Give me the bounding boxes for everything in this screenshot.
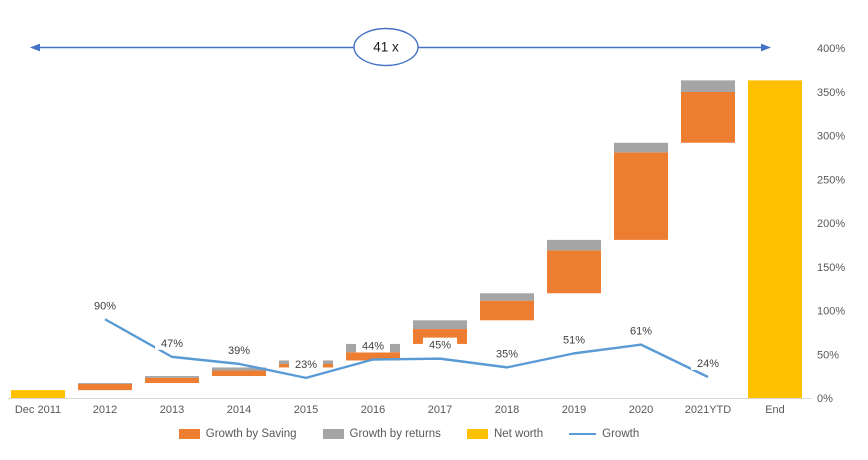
- y-tick-label: 100%: [817, 306, 845, 318]
- y-tick-label: 300%: [817, 131, 845, 143]
- growth-data-label: 45%: [429, 340, 451, 352]
- bar-saving-2019: [547, 250, 601, 294]
- y-axis-tick-labels: 0% 50% 100% 150% 200% 250% 300% 350% 400%: [817, 43, 845, 405]
- x-category-label: 2020: [629, 404, 653, 416]
- x-category-label: 2021YTD: [685, 404, 732, 416]
- legend: Growth by Saving Growth by returns Net w…: [0, 428, 818, 440]
- bar-saving-2020: [614, 152, 668, 240]
- x-category-label: 2014: [227, 404, 251, 416]
- y-tick-label: 350%: [817, 87, 845, 99]
- bar-returns-2013: [145, 376, 199, 378]
- y-tick-label: 200%: [817, 218, 845, 230]
- waterfall-bars-layer: [11, 80, 802, 398]
- growth-data-label-bg: [624, 323, 658, 338]
- legend-swatch-saving: [178, 429, 200, 439]
- legend-swatch-net-worth: [466, 429, 488, 439]
- bar-saving-2016: [346, 352, 400, 361]
- bar-returns-2021YTD: [681, 80, 735, 93]
- bar-net-worth-Dec 2011: [11, 390, 65, 398]
- annotation-label: 41 x: [373, 40, 399, 55]
- y-tick-label: 250%: [817, 174, 845, 186]
- growth-data-label-bg: [356, 338, 390, 353]
- x-category-label: 2012: [93, 404, 117, 416]
- bar-saving-2021YTD: [681, 92, 735, 143]
- legend-item-net-worth: Net worth: [466, 428, 544, 440]
- legend-label-growth: Growth: [602, 428, 640, 440]
- y-tick-label: 50%: [817, 349, 839, 361]
- bar-saving-2013: [145, 377, 199, 384]
- growth-data-label: 61%: [630, 326, 652, 338]
- bar-returns-2018: [480, 293, 534, 301]
- x-category-label: Dec 2011: [15, 404, 61, 416]
- growth-data-label: 39%: [228, 345, 250, 357]
- bar-net-worth-End: [748, 80, 802, 398]
- legend-label-saving: Growth by Saving: [205, 428, 297, 440]
- legend-item-growth-by-returns: Growth by returns: [322, 428, 441, 440]
- growth-data-label: 35%: [496, 348, 518, 360]
- growth-data-label: 51%: [563, 334, 585, 346]
- growth-data-label-bg: [88, 298, 122, 313]
- bar-returns-2020: [614, 142, 668, 153]
- bar-saving-2014: [212, 370, 266, 377]
- growth-data-label-bg: [289, 356, 323, 371]
- growth-data-label: 24%: [697, 358, 719, 370]
- x-category-label: 2017: [428, 404, 452, 416]
- growth-data-label-bg: [155, 335, 189, 350]
- arrow-right-head-icon: [761, 43, 771, 52]
- growth-line: [104, 318, 709, 380]
- y-tick-label: 150%: [817, 262, 845, 274]
- range-annotation: 41 x: [30, 27, 771, 67]
- legend-swatch-returns: [322, 429, 344, 439]
- growth-data-label: 23%: [295, 359, 317, 371]
- growth-data-label-bg: [423, 337, 457, 352]
- growth-line-layer: 90% 47% 39% 23% 44% 45% 35% 51% 61% 24%: [88, 298, 725, 380]
- x-axis-category-labels: Dec 2011 2012 2013 2014 2015 2016 2017 2018 2019…: [15, 404, 785, 416]
- bar-saving-2018: [480, 300, 534, 321]
- growth-data-label-bg: [222, 342, 256, 357]
- annotation-ellipse: [353, 27, 419, 67]
- growth-data-label: 47%: [161, 338, 183, 350]
- bar-returns-2019: [547, 239, 601, 251]
- y-tick-label: 0%: [817, 393, 833, 405]
- legend-label-returns: Growth by returns: [349, 428, 441, 440]
- x-category-label: 2015: [294, 404, 318, 416]
- growth-data-label-bg: [557, 332, 591, 347]
- legend-item-growth-by-saving: Growth by Saving: [178, 428, 297, 440]
- x-category-label: 2018: [495, 404, 519, 416]
- y-tick-label: 400%: [817, 43, 845, 55]
- arrow-left-head-icon: [30, 43, 40, 52]
- x-category-label: 2013: [160, 404, 184, 416]
- x-category-label: 2016: [361, 404, 385, 416]
- bar-returns-2014: [212, 367, 266, 371]
- legend-label-net-worth: Net worth: [493, 428, 544, 440]
- bar-returns-2012: [78, 383, 132, 384]
- legend-item-growth: Growth: [569, 428, 639, 440]
- x-category-label: End: [765, 404, 785, 416]
- growth-data-label-bg: [490, 346, 524, 361]
- growth-data-label: 44%: [362, 341, 384, 353]
- growth-data-label: 90%: [94, 300, 116, 312]
- bar-returns-2017: [413, 320, 467, 330]
- growth-data-label-bg: [691, 356, 725, 370]
- legend-swatch-growth-line: [569, 432, 597, 436]
- x-category-label: 2019: [562, 404, 586, 416]
- bar-saving-2012: [78, 383, 132, 391]
